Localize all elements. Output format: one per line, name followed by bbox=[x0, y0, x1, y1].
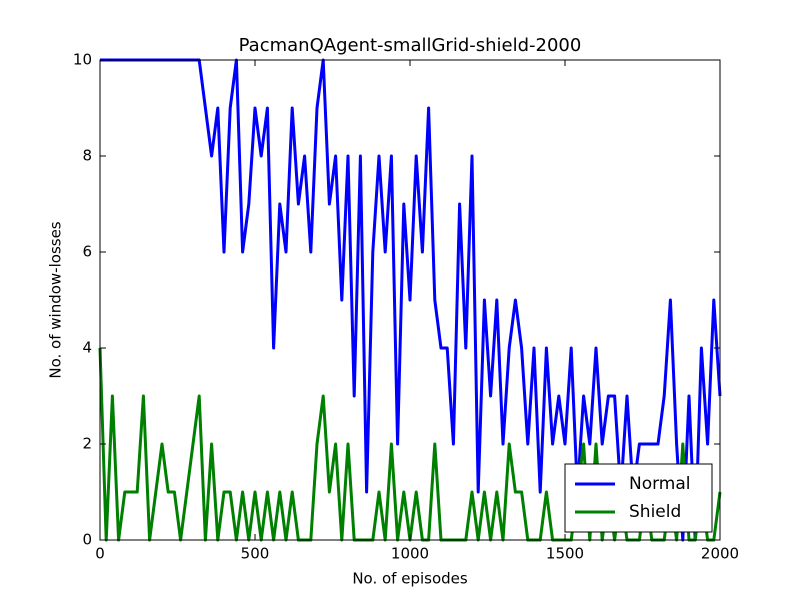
legend: Normal Shield bbox=[564, 463, 713, 533]
x-tick-label: 500 bbox=[241, 545, 270, 563]
x-tick-label: 0 bbox=[95, 545, 105, 563]
y-tick-label: 10 bbox=[73, 51, 92, 69]
legend-label: Shield bbox=[629, 502, 681, 522]
x-tick-label: 2000 bbox=[701, 545, 739, 563]
y-tick-label: 8 bbox=[82, 147, 92, 165]
legend-label: Normal bbox=[629, 474, 691, 494]
legend-box bbox=[564, 463, 713, 533]
y-tick-label: 6 bbox=[82, 243, 92, 261]
y-tick-label: 2 bbox=[82, 435, 92, 453]
x-tick-label: 1000 bbox=[391, 545, 429, 563]
x-tick-label: 1500 bbox=[546, 545, 584, 563]
y-tick-label: 0 bbox=[82, 531, 92, 549]
y-tick-label: 4 bbox=[82, 339, 92, 357]
data-line bbox=[100, 58, 722, 542]
y-axis-label: No. of window-losses bbox=[47, 221, 65, 378]
chart-title: PacmanQAgent-smallGrid-shield-2000 bbox=[239, 35, 582, 56]
x-axis-label: No. of episodes bbox=[352, 570, 468, 588]
